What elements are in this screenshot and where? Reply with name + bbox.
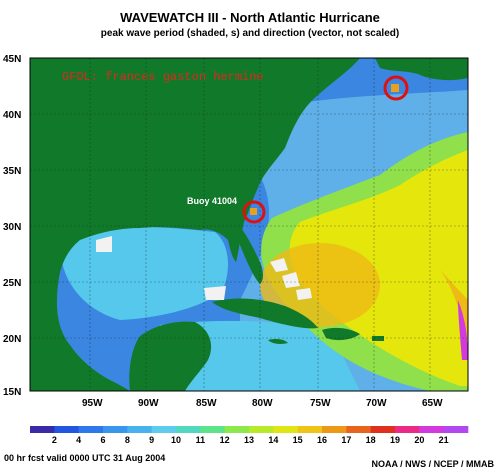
lat-label-30n: 30N [3, 222, 21, 233]
lon-label-80w: 80W [252, 398, 273, 409]
colorbar-tick-label: 17 [341, 435, 351, 445]
colorbar-swatch [370, 426, 396, 433]
colorbar-swatch [249, 426, 274, 433]
buoy-label: Buoy 41004 [187, 196, 237, 206]
lon-label-70w: 70W [366, 398, 387, 409]
lat-label-20n: 20N [3, 334, 21, 345]
colorbar-tick-label: 19 [390, 435, 400, 445]
florida-keys-shoal [204, 286, 226, 300]
lon-label-90w: 90W [138, 398, 159, 409]
land-florida [235, 222, 263, 284]
orange-core [260, 243, 380, 327]
colorbar-swatch [395, 426, 420, 433]
colorbar-swatch [273, 426, 298, 433]
buoy-north-point [391, 84, 399, 92]
colorbar-swatch [30, 426, 55, 433]
colorbar-tick-label: 10 [171, 435, 181, 445]
gulf-shoal [96, 236, 112, 252]
buoy-41004-marker[interactable] [242, 200, 266, 224]
colorbar: 2 4 6 8 9 10 11 12 13 14 15 16 17 18 19 20 21 [30, 426, 469, 445]
credit-text: NOAA / NWS / NCEP / MMAB [371, 459, 494, 469]
bahamas-shoal-3 [296, 288, 312, 300]
chart-subtitle: peak wave period (shaded, s) and directi… [100, 28, 400, 39]
bahamas-shoal-1 [270, 258, 288, 272]
colorbar-tick-label: 2 [52, 435, 57, 445]
colorbar-swatch [127, 426, 152, 433]
forecast-valid-time: 00 hr fcst valid 0000 UTC 31 Aug 2004 [4, 453, 166, 463]
colorbar-swatch [200, 426, 225, 433]
colorbar-tick-label: 8 [125, 435, 130, 445]
bahamas-shoal-2 [282, 272, 300, 288]
colorbar-swatch [322, 426, 347, 433]
colorbar-swatch [346, 426, 371, 433]
colorbar-swatch [103, 426, 128, 433]
lon-label-65w: 65W [422, 398, 443, 409]
colorbar-swatch [297, 426, 323, 433]
colorbar-swatch [176, 426, 201, 433]
land-jamaica [268, 339, 288, 344]
lon-label-95w: 95W [82, 398, 103, 409]
chart-title: WAVEWATCH III - North Atlantic Hurricane [120, 10, 380, 25]
colorbar-swatch [54, 426, 79, 433]
lat-label-25n: 25N [3, 278, 21, 289]
lat-label-15n: 15N [3, 387, 21, 398]
colorbar-tick-label: 18 [366, 435, 376, 445]
colorbar-swatch [151, 426, 177, 433]
map-area [30, 58, 468, 391]
colorbar-tick-label: 4 [76, 435, 81, 445]
colorbar-tick-label: 20 [414, 435, 424, 445]
colorbar-tick-label: 12 [220, 435, 230, 445]
colorbar-tick-label: 6 [100, 435, 105, 445]
colorbar-tick-label: 15 [293, 435, 303, 445]
lat-label-45n: 45N [3, 54, 21, 65]
watermark-text: GFDL: frances gaston hermine [62, 70, 264, 84]
colorbar-tick-label: 21 [439, 435, 449, 445]
land-maritimes [375, 58, 468, 81]
land-hispaniola [322, 327, 360, 341]
colorbar-tick-label: 14 [268, 435, 278, 445]
yellow-band [289, 150, 468, 386]
lon-label-75w: 75W [310, 398, 331, 409]
land-yucatan [129, 321, 212, 391]
magenta-edge [458, 300, 468, 360]
land-north-america [30, 58, 360, 391]
buoy-41004-point [250, 208, 257, 215]
land-puerto-rico [372, 336, 384, 341]
map-gridlines [30, 58, 468, 391]
colorbar-tick-label: 11 [196, 435, 206, 445]
colorbar-swatch [443, 426, 469, 433]
land-cuba [212, 298, 318, 329]
lat-label-40n: 40N [3, 110, 21, 121]
colorbar-swatch [419, 426, 444, 433]
map-frame [29, 57, 469, 392]
colorbar-swatch [78, 426, 104, 433]
colorbar-tick-label: 9 [149, 435, 154, 445]
colorbar-tick-label: 13 [244, 435, 254, 445]
orange-edge [440, 270, 468, 340]
colorbar-tick-label: 16 [317, 435, 327, 445]
colorbar-swatch [224, 426, 250, 433]
lon-label-85w: 85W [196, 398, 217, 409]
buoy-north-marker[interactable] [383, 75, 409, 101]
lat-label-35n: 35N [3, 166, 21, 177]
